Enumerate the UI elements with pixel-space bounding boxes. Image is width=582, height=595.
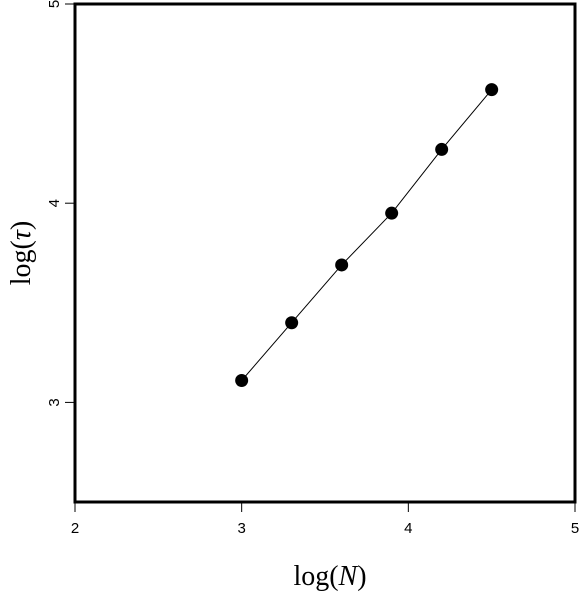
data-point [485,83,499,97]
series-layer [235,83,499,387]
y-axis: 3 4 5 [46,0,75,407]
x-axis: 2 3 4 5 [71,502,579,537]
data-point [285,316,299,330]
y-axis-title: log(τ) [6,221,37,285]
x-tick-label: 2 [71,520,79,537]
y-tick-label: 5 [46,0,63,8]
data-point [235,373,249,387]
x-axis-title: log(N) [293,561,366,592]
x-tick-label: 5 [571,520,579,537]
x-tick-label: 3 [237,520,245,537]
data-point [435,142,449,156]
x-tick-label: 4 [404,520,412,537]
data-point [385,206,399,220]
data-point [335,258,349,272]
series-line [241,89,493,381]
y-tick-label: 3 [46,398,63,406]
plot-frame [73,2,577,504]
y-tick-label: 4 [46,199,63,207]
